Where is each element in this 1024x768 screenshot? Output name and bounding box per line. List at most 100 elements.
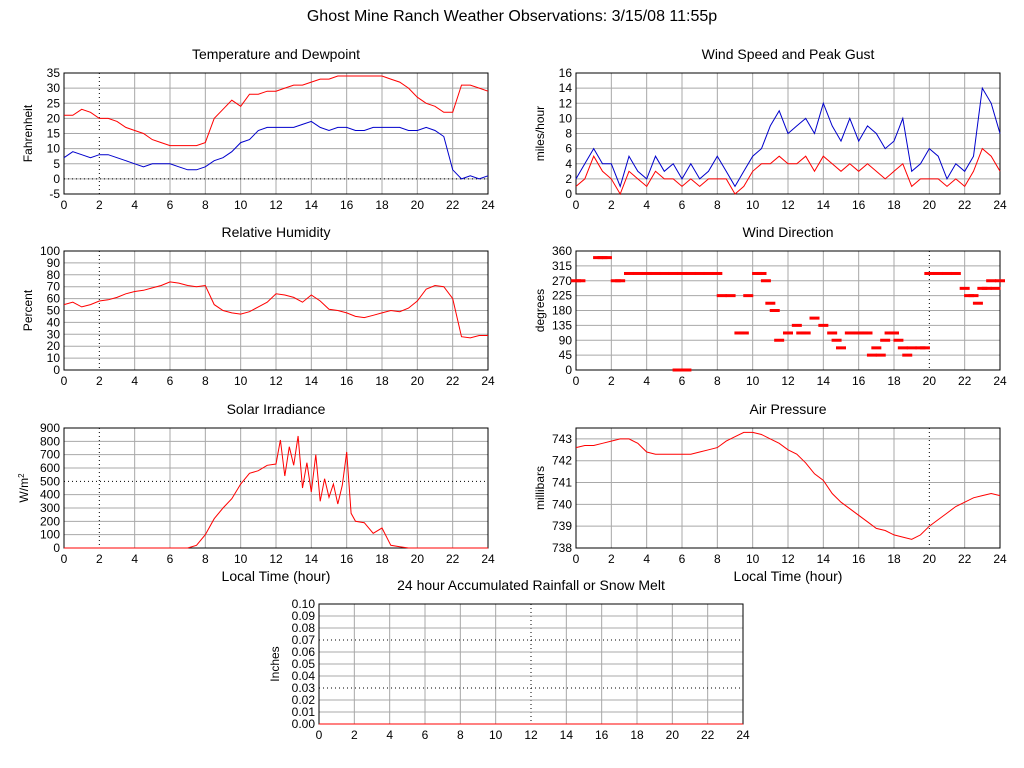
wind-speed-y-tick-label: 12 bbox=[559, 96, 573, 110]
pressure-x-tick-label: 16 bbox=[852, 552, 866, 566]
solar-y-tick-label: 600 bbox=[40, 461, 60, 475]
temperature-chart: 0 2 4 6 8 10 12 14 16 18 20 22 24-505101520253035Tem… bbox=[21, 46, 495, 212]
wind-direction-point bbox=[677, 271, 687, 275]
wind-direction-x-tick-label: 14 bbox=[817, 374, 831, 388]
solar-y-tick-label: 500 bbox=[40, 474, 60, 488]
solar-y-label: W/m2 bbox=[17, 473, 32, 503]
wind-speed-x-tick-label: 0 bbox=[573, 198, 580, 212]
pressure-frame bbox=[575, 427, 1001, 549]
wind-direction-point bbox=[632, 271, 643, 275]
wind-direction-point bbox=[836, 346, 846, 350]
pressure-y-tick-label: 741 bbox=[552, 476, 572, 490]
wind-direction-point bbox=[933, 271, 944, 275]
humidity-x-tick-label: 24 bbox=[481, 374, 495, 388]
solar-frame bbox=[63, 427, 489, 549]
humidity-x-tick-label: 0 bbox=[61, 374, 68, 388]
wind-direction-point bbox=[875, 353, 886, 357]
humidity-y-tick-label: 60 bbox=[47, 292, 61, 306]
pressure-y-tick-label: 739 bbox=[552, 519, 572, 533]
wind-direction-point bbox=[703, 271, 714, 275]
wind-direction-point bbox=[716, 294, 727, 298]
pressure-x-tick-label: 20 bbox=[923, 552, 937, 566]
pressure-y-label: millibars bbox=[533, 466, 547, 510]
solar-x-tick-label: 10 bbox=[234, 552, 248, 566]
wind-direction-point bbox=[601, 256, 612, 260]
wind-direction-point bbox=[783, 331, 793, 335]
temperature-y-tick-label: -5 bbox=[49, 187, 60, 201]
humidity-x-tick-label: 2 bbox=[96, 374, 103, 388]
wind-speed-y-tick-label: 14 bbox=[559, 81, 573, 95]
pressure-x-label: Local Time (hour) bbox=[734, 568, 843, 584]
wind-direction-point bbox=[760, 279, 771, 283]
pressure-x-tick-label: 24 bbox=[993, 552, 1007, 566]
humidity-y-tick-label: 80 bbox=[47, 268, 61, 282]
temperature-x-tick-label: 4 bbox=[131, 198, 138, 212]
wind-direction-y-tick-label: 135 bbox=[552, 318, 572, 332]
wind-direction-x-tick-label: 20 bbox=[923, 374, 937, 388]
rainfall-y-tick-label: 0.09 bbox=[292, 609, 316, 623]
temperature-x-tick-label: 14 bbox=[305, 198, 319, 212]
wind-direction-point bbox=[738, 331, 749, 335]
wind-direction-point bbox=[986, 279, 997, 283]
wind-direction-point bbox=[968, 294, 979, 298]
wind-speed-y-tick-label: 0 bbox=[565, 187, 572, 201]
rainfall-title: 24 hour Accumulated Rainfall or Snow Mel… bbox=[397, 577, 665, 593]
temperature-y-tick-label: 30 bbox=[47, 81, 61, 95]
solar-x-tick-label: 16 bbox=[340, 552, 354, 566]
solar-x-label: Local Time (hour) bbox=[222, 568, 331, 584]
wind-speed-y-tick-label: 2 bbox=[565, 172, 572, 186]
wind-speed-y-tick-label: 6 bbox=[565, 142, 572, 156]
wind-direction-y-tick-label: 270 bbox=[552, 274, 572, 288]
humidity-frame bbox=[63, 250, 489, 371]
humidity-x-tick-label: 14 bbox=[305, 374, 319, 388]
rainfall-y-tick-label: 0.02 bbox=[292, 693, 316, 707]
wind-speed-x-tick-label: 12 bbox=[781, 198, 795, 212]
temperature-x-tick-label: 8 bbox=[202, 198, 209, 212]
temperature-x-tick-label: 10 bbox=[234, 198, 248, 212]
solar-y-tick-label: 100 bbox=[40, 528, 60, 542]
temperature-title: Temperature and Dewpoint bbox=[192, 46, 360, 62]
solar-y-tick-label: 200 bbox=[40, 514, 60, 528]
wind-direction-point bbox=[615, 279, 626, 283]
wind-direction-frame bbox=[575, 250, 1001, 371]
solar-y-tick-label: 900 bbox=[40, 421, 60, 435]
solar-y-tick-label: 400 bbox=[40, 488, 60, 502]
wind-direction-point bbox=[659, 271, 670, 275]
wind-speed-series-red-line bbox=[575, 147, 1001, 196]
wind-direction-point bbox=[575, 279, 586, 283]
temperature-x-tick-label: 6 bbox=[167, 198, 174, 212]
solar-x-tick-label: 14 bbox=[305, 552, 319, 566]
wind-direction-y-tick-label: 225 bbox=[552, 289, 572, 303]
rainfall-y-tick-label: 0.07 bbox=[292, 633, 316, 647]
wind-direction-point bbox=[743, 294, 754, 298]
humidity-y-tick-label: 40 bbox=[47, 315, 61, 329]
wind-speed-series-blue-line bbox=[575, 86, 1001, 188]
temperature-x-tick-label: 0 bbox=[61, 198, 68, 212]
pressure-series-red-line bbox=[575, 431, 1001, 540]
temperature-y-tick-label: 0 bbox=[53, 172, 60, 186]
humidity-y-tick-label: 100 bbox=[40, 244, 60, 258]
temperature-x-tick-label: 2 bbox=[96, 198, 103, 212]
wind-direction-y-tick-label: 180 bbox=[552, 304, 572, 318]
solar-series-red-line bbox=[64, 435, 488, 549]
wind-direction-point bbox=[972, 301, 983, 305]
humidity-y-tick-label: 0 bbox=[53, 363, 60, 377]
humidity-y-tick-label: 10 bbox=[47, 351, 61, 365]
humidity-chart: 0 2 4 6 8 10 12 14 16 18 20 22 240102030405060708090… bbox=[21, 224, 495, 388]
wind-direction-point bbox=[844, 331, 855, 335]
wind-direction-point bbox=[774, 338, 785, 342]
temperature-y-label: Fahrenheit bbox=[21, 104, 35, 162]
humidity-x-tick-label: 18 bbox=[375, 374, 389, 388]
solar-x-tick-label: 0 bbox=[61, 552, 68, 566]
temperature-x-tick-label: 22 bbox=[446, 198, 460, 212]
wind-speed-x-tick-label: 18 bbox=[887, 198, 901, 212]
pressure-y-tick-label: 742 bbox=[552, 454, 572, 468]
pressure-x-tick-label: 10 bbox=[746, 552, 760, 566]
temperature-x-tick-label: 20 bbox=[411, 198, 425, 212]
solar-y-tick-label: 800 bbox=[40, 434, 60, 448]
wind-direction-point bbox=[942, 271, 952, 275]
rainfall-x-tick-label: 24 bbox=[736, 728, 750, 742]
wind-direction-point bbox=[809, 316, 820, 320]
rainfall-y-tick-label: 0.04 bbox=[292, 669, 316, 683]
